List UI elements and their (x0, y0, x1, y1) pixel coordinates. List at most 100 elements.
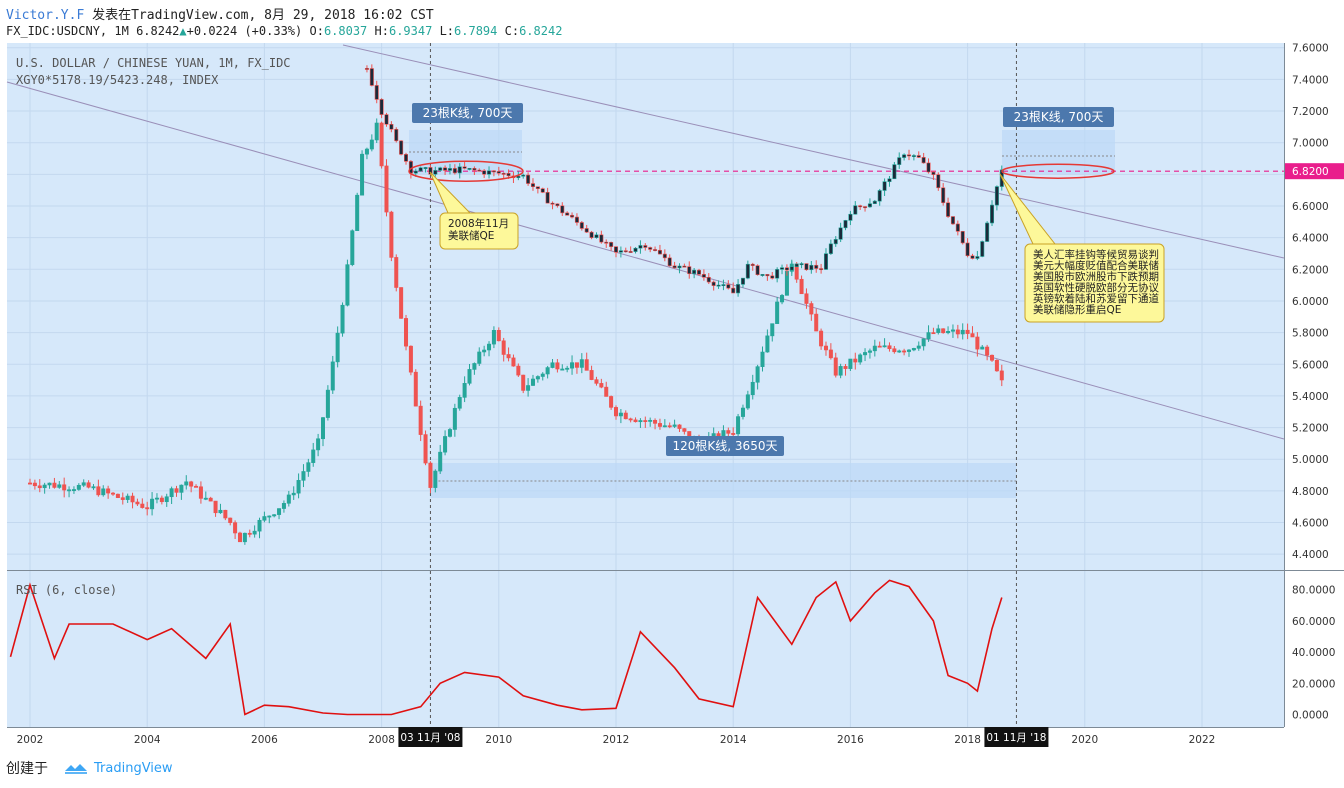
callout-2018-text: 美国股市欧洲股市下跌预期 (1033, 270, 1159, 283)
brand-label: TradingView (94, 760, 173, 776)
usdcny-candle (540, 188, 545, 193)
usdcny-candle (516, 175, 521, 179)
usdcny-candle (721, 284, 726, 287)
usdcny-candle (941, 187, 946, 204)
index-candle (926, 332, 931, 340)
price-tick-label: 7.6000 (1292, 43, 1329, 55)
usdcny-candle (653, 249, 658, 251)
time-tick-label: 2006 (251, 734, 278, 746)
usdcny-candle (980, 241, 985, 257)
usdcny-candle (736, 284, 741, 294)
usdcny-candle (838, 227, 843, 240)
trendline-upper (342, 44, 1285, 259)
index-candle (882, 345, 887, 348)
usdcny-candle (599, 234, 604, 243)
index-candle (604, 386, 609, 397)
index-candle (237, 532, 242, 543)
time-tick-label: 2020 (1071, 734, 1098, 746)
index-candle (433, 470, 438, 488)
footer: 创建于 TradingView (6, 758, 173, 778)
price-tick-label: 6.6000 (1292, 201, 1329, 213)
usdcny-candle (364, 68, 369, 70)
index-candle (487, 343, 492, 351)
index-candle (47, 482, 52, 486)
index-candle (325, 389, 330, 418)
last-price: 6.8242 (136, 24, 180, 38)
index-candle (159, 497, 164, 503)
index-candle (799, 278, 804, 295)
index-candle (311, 449, 316, 463)
index-candle (853, 358, 858, 363)
index-candle (179, 484, 184, 493)
usdcny-candle (731, 287, 736, 294)
usdcny-candle (799, 263, 804, 266)
price-tick-label: 6.2000 (1292, 264, 1329, 276)
usdcny-candle (906, 154, 911, 157)
index-candle (491, 330, 496, 345)
usdcny-candle (926, 162, 931, 173)
usdcny-candle (814, 264, 819, 269)
index-candle (301, 471, 306, 481)
index-candle (67, 489, 72, 492)
index-candle (345, 264, 350, 306)
rsi-pane-background (7, 571, 1284, 727)
usdcny-candle (379, 99, 384, 115)
symbol-header: FX_IDC:USDCNY, 1M 6.8242▲+0.0224 (+0.33%… (6, 24, 562, 38)
tradingview-brand[interactable]: TradingView (64, 761, 173, 776)
index-candle (970, 333, 975, 338)
index-candle (462, 383, 467, 398)
usdcny-candle (755, 265, 760, 276)
usdcny-candle (950, 216, 955, 225)
date-tag-2018-box (984, 727, 1049, 747)
index-candle (369, 139, 374, 150)
usdcny-candle (985, 222, 990, 242)
date-tag-2018: 01 11月 '18 (986, 732, 1046, 744)
index-candle (399, 287, 404, 319)
index-candle (804, 293, 809, 304)
index-candle (320, 417, 325, 440)
usdcny-candle (389, 124, 394, 130)
index-candle (286, 494, 291, 504)
usdcny-candle (394, 128, 399, 142)
range-label-2018-box (1003, 107, 1114, 127)
usdcny-candle (687, 266, 692, 275)
index-candle (194, 485, 199, 488)
index-candle (384, 165, 389, 213)
index-candle (560, 368, 565, 371)
callout-2018-text: 美人汇率挂钩等候贸易谈判 (1033, 248, 1159, 261)
index-candle (980, 346, 985, 350)
author-link[interactable]: Victor.Y.F (6, 8, 85, 23)
index-candle (457, 397, 462, 409)
index-candle (892, 348, 897, 353)
index-candle (169, 488, 174, 498)
index-candle (682, 428, 687, 432)
index-candle (599, 383, 604, 388)
index-candle (379, 122, 384, 167)
index-candle (858, 354, 863, 363)
index-candle (76, 484, 81, 490)
usdcny-candle (428, 167, 433, 175)
high-value: 6.9347 (388, 24, 433, 38)
index-candle (911, 348, 916, 351)
index-candle (975, 336, 980, 350)
usdcny-candle (594, 234, 599, 238)
index-candle (848, 358, 853, 369)
index-candle (775, 301, 780, 324)
index-candle (540, 373, 545, 377)
index-candle (526, 385, 531, 391)
usdcny-candle (819, 268, 824, 271)
index-candle (521, 374, 526, 391)
range-label-decade: 120根K线, 3650天 (673, 439, 778, 453)
usdcny-candle (648, 247, 653, 250)
index-candle (203, 497, 208, 500)
usdcny-candle (882, 181, 887, 191)
open-label: O: (309, 24, 324, 38)
index-candle (42, 484, 47, 489)
usdcny-candle (692, 269, 697, 275)
index-candle (887, 345, 892, 350)
usdcny-candle (433, 170, 438, 175)
index-candle (247, 532, 252, 535)
usdcny-candle (404, 154, 409, 162)
index-candle (999, 370, 1004, 381)
